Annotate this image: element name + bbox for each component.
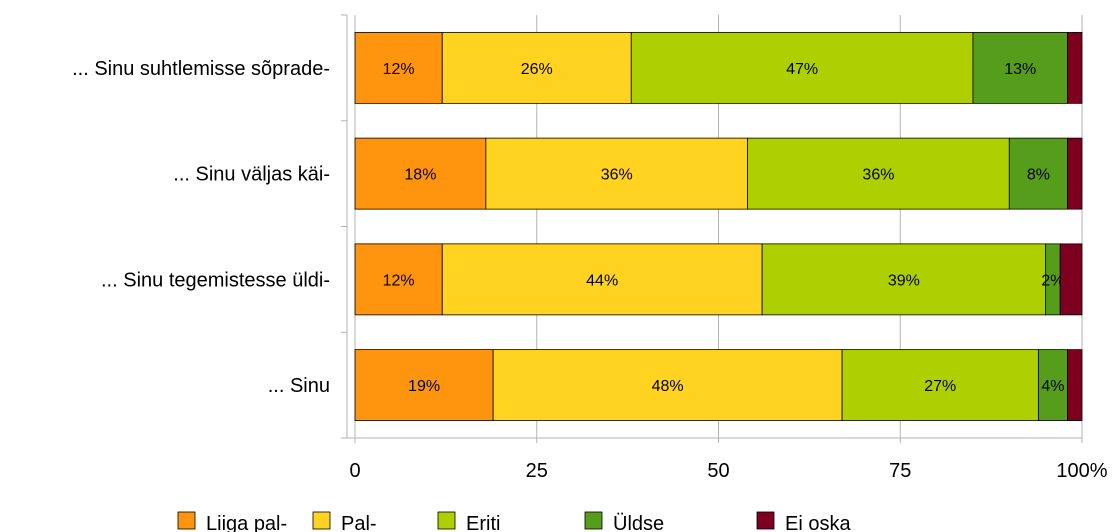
- category-label: ... Sinu väljas käi-: [173, 164, 330, 186]
- data-label: 19%: [408, 378, 440, 395]
- x-tick-label: 0: [349, 460, 360, 482]
- legend-label: Ei oska: [785, 513, 851, 532]
- data-label: 39%: [888, 272, 920, 289]
- x-tick-label: 100%: [1056, 460, 1107, 482]
- data-label: 12%: [383, 61, 415, 78]
- data-label: 48%: [652, 378, 684, 395]
- legend-swatch: [177, 511, 196, 530]
- data-label: 18%: [404, 167, 436, 184]
- data-label: 36%: [862, 167, 894, 184]
- legend-label: Pal-: [341, 513, 377, 532]
- bar-segment: [747, 137, 1010, 210]
- data-label: 36%: [601, 167, 633, 184]
- bar-segment: [1008, 137, 1068, 210]
- legend-label: Üldse: [613, 513, 664, 532]
- x-tick-label: 50: [707, 460, 729, 482]
- legend-label: Eriti: [466, 513, 500, 532]
- legend-swatch: [584, 511, 603, 530]
- bar-segment: [354, 31, 443, 104]
- bar-segment: [354, 349, 494, 422]
- legend-swatch: [756, 511, 775, 530]
- bar-segment: [485, 137, 748, 210]
- bar-segment: [441, 243, 763, 316]
- bar-segment: [354, 137, 487, 210]
- category-label: ... Sinu tegemistesse üldi-: [101, 269, 330, 291]
- data-label: 47%: [786, 61, 818, 78]
- bar-segment: [1067, 349, 1083, 422]
- data-label: 44%: [586, 272, 618, 289]
- data-label: 26%: [521, 61, 553, 78]
- bar-segment: [354, 243, 443, 316]
- data-label: 12%: [383, 272, 415, 289]
- data-label: 27%: [924, 378, 956, 395]
- bar-segment: [1059, 243, 1083, 316]
- legend-swatch: [312, 511, 331, 530]
- bar-segment: [441, 31, 632, 104]
- category-label: ... Sinu: [268, 375, 330, 397]
- legend-swatch: [437, 511, 456, 530]
- category-label: ... Sinu suhtlemisse sõprade-: [72, 58, 330, 80]
- data-label: 8%: [1027, 167, 1050, 184]
- data-label: 13%: [1004, 61, 1036, 78]
- bar-segment: [841, 349, 1039, 422]
- x-tick-label: 25: [526, 460, 548, 482]
- legend-label: Liiga pal-: [206, 513, 287, 532]
- bar-segment: [1067, 137, 1083, 210]
- bar-segment: [761, 243, 1047, 316]
- bar-segment: [630, 31, 974, 104]
- bar-segment: [1067, 31, 1083, 104]
- data-label: 4%: [1041, 378, 1064, 395]
- x-tick-label: 75: [889, 460, 911, 482]
- bar-segment: [492, 349, 843, 422]
- data-label: 2%: [1041, 272, 1064, 289]
